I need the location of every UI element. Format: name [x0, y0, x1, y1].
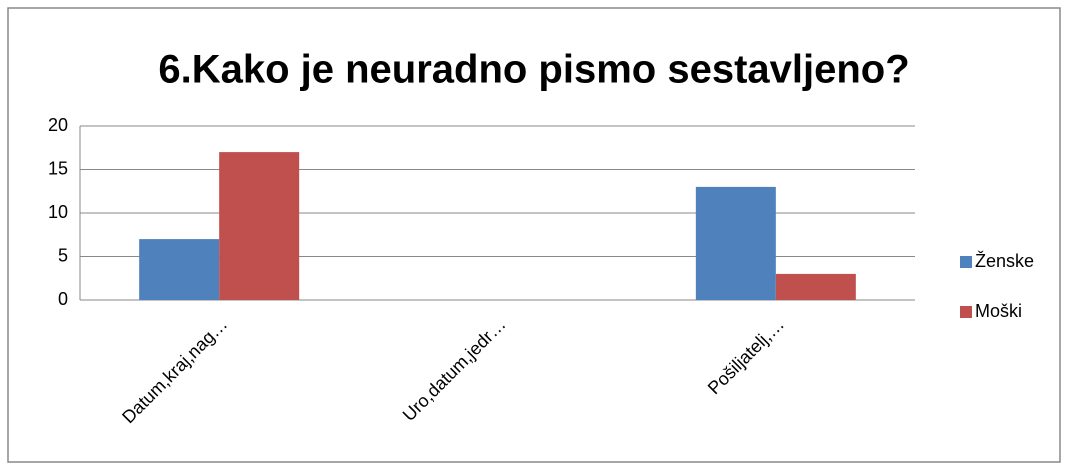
y-tick-label: 10: [48, 202, 68, 222]
legend-swatch: [960, 306, 972, 318]
y-tick-label: 20: [48, 115, 68, 135]
y-tick-label: 15: [48, 158, 68, 178]
y-tick-label: 0: [58, 289, 68, 309]
legend-swatch: [960, 256, 972, 268]
bar: [139, 239, 220, 300]
bar: [775, 273, 856, 300]
legend-label: Moški: [975, 301, 1022, 321]
y-tick-label: 5: [58, 245, 68, 265]
chart-title: 6.Kako je neuradno pismo sestavljeno?: [158, 48, 909, 92]
bar: [219, 152, 300, 300]
chart-border: [7, 7, 1061, 463]
legend-label: Ženske: [975, 251, 1034, 271]
bar: [695, 186, 776, 300]
